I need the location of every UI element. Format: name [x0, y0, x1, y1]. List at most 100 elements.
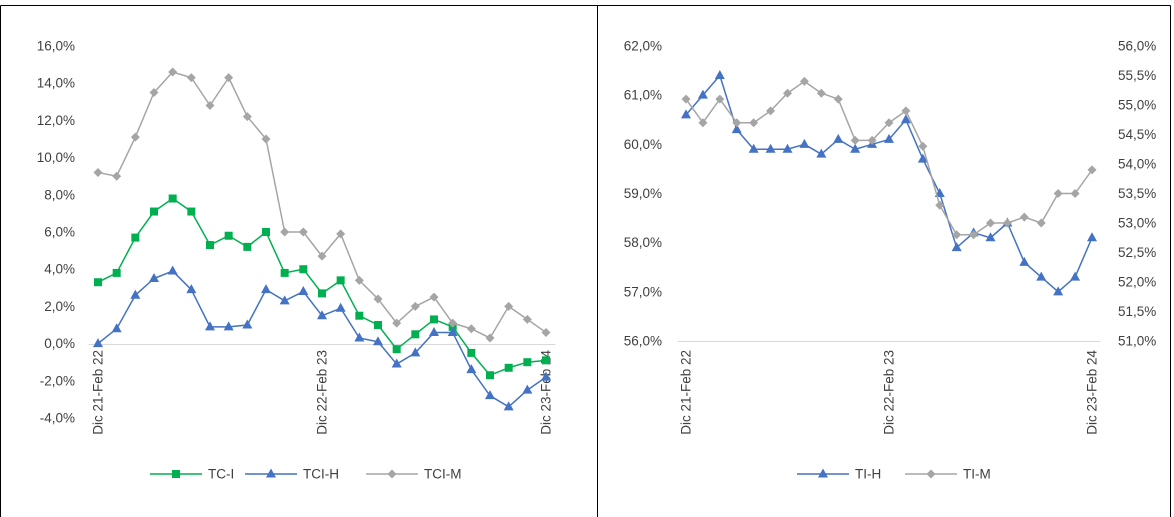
y-tick-label: 10,0% [37, 150, 75, 165]
tc-i-point [467, 348, 476, 357]
tci-h-point [298, 286, 309, 296]
ti-h-point [681, 109, 691, 119]
ti-m-point [952, 230, 962, 240]
legend-item-ti-h: TI-H [797, 467, 881, 482]
x-tick-label: Dic 21-Feb 22 [91, 350, 106, 435]
tc-i-point [318, 289, 326, 298]
y-right-tick-label: 52,5% [1118, 245, 1156, 260]
ti-m-point [816, 88, 826, 98]
tci-h-point [354, 332, 365, 342]
ti-m-point [1002, 218, 1012, 228]
ti-h-point [850, 143, 861, 153]
tc-i-point [504, 363, 513, 372]
tci-h-point [373, 336, 383, 346]
tci-m-point [205, 101, 215, 111]
tci-m-point [373, 294, 383, 304]
y-axis-right: 51,0% 51,5% 52,0% 52,5% 53,0% 53,5% 54,0% 54,5%… [1118, 39, 1156, 349]
x-axis: Dic 21-Feb 22 Dic 22-Feb 23 Dic 23-Feb 24 [88, 344, 556, 435]
y-tick-label: 2,0% [44, 299, 75, 314]
y-right-tick-label: 55,5% [1118, 68, 1156, 83]
y-tick-label: 14,0% [37, 76, 75, 91]
tc-i-point [168, 194, 177, 203]
ti-m-point [850, 135, 860, 145]
tc-i-point [374, 321, 382, 329]
ti-h-point [833, 133, 844, 143]
legend-label: TCI-M [424, 467, 462, 482]
tci-m-point [112, 171, 122, 181]
ti-m-point [799, 76, 809, 86]
ti-h-point [765, 143, 776, 153]
ti-h-point [917, 153, 928, 163]
tci-h-point [429, 326, 439, 336]
x-tick-label: Dic 23-Feb 24 [1085, 350, 1100, 435]
y-tick-label: 56,0% [624, 334, 662, 349]
ti-m-point [1053, 189, 1063, 198]
tci-m-point [130, 132, 140, 142]
y-tick-label: 4,0% [44, 262, 75, 277]
tci-h-point [167, 265, 178, 275]
x-tick-label: Dic 23-Feb 24 [539, 350, 554, 435]
tci-h-point [541, 371, 551, 381]
tc-i-point [411, 330, 420, 339]
tci-m-point [392, 318, 402, 328]
tci-h-point [335, 302, 346, 312]
tci-m-point [354, 275, 364, 285]
tc-i-point [262, 228, 270, 236]
y-tick-label: 62,0% [624, 39, 662, 54]
ti-h-point [1053, 286, 1064, 296]
tci-h-point [466, 364, 477, 374]
legend-label: TI-M [963, 467, 991, 482]
y-tick-label: 12,0% [37, 113, 75, 128]
legend-label: TC-I [208, 467, 234, 482]
y-right-tick-label: 53,0% [1118, 216, 1156, 231]
legend-item-tci-m: TCI-M [366, 467, 462, 482]
ti-m-point [715, 94, 725, 104]
ti-m-point [749, 118, 759, 128]
tci-h-point [503, 401, 514, 411]
tci-h-point [93, 338, 103, 348]
tci-m-point [93, 167, 103, 177]
tc-i-point [206, 241, 214, 250]
tci-h-point [410, 347, 421, 357]
tci-m-point [522, 314, 532, 324]
y-right-tick-label: 54,5% [1118, 127, 1156, 142]
tci-m-point [429, 292, 439, 302]
ti-m-point [918, 141, 928, 151]
ti-h-point [985, 232, 996, 242]
tc-i-point [94, 278, 102, 287]
legend: TI-H TI-M [797, 467, 991, 482]
ti-m-point [1087, 165, 1097, 175]
tci-m-point [410, 301, 420, 311]
legend-marker [926, 469, 936, 479]
tci-h-point [186, 284, 197, 294]
legend-marker [266, 468, 276, 478]
y-tick-label: 59,0% [624, 186, 662, 201]
tci-h-point [130, 289, 141, 299]
ti-h-point [1019, 256, 1030, 266]
ti-h-point [782, 143, 793, 153]
y-tick-label: 8,0% [44, 187, 75, 202]
y-tick-label: -4,0% [40, 411, 75, 426]
y-tick-label: 0,0% [44, 336, 75, 351]
ti-h-point [697, 89, 708, 99]
legend-marker [387, 469, 397, 479]
ti-h-point [1036, 271, 1047, 281]
legend-item-ti-m: TI-M [905, 467, 991, 482]
tci-h-point [261, 284, 271, 294]
tci-m-point [504, 301, 514, 311]
series-tci-m [93, 67, 551, 343]
tc-i-point [224, 231, 233, 240]
legend-item-tci-h: TCI-H [245, 467, 339, 482]
tci-h-point [317, 310, 327, 320]
ti-h-point [951, 242, 962, 252]
ti-m-point [884, 118, 894, 128]
tc-i-point [280, 268, 289, 277]
legend-marker [818, 468, 828, 478]
tci-h-point [149, 273, 159, 282]
ti-m-point [766, 106, 776, 116]
ti-m-point [732, 118, 742, 128]
ti-h-point [1087, 232, 1097, 242]
x-tick-label: Dic 21-Feb 22 [679, 350, 694, 435]
